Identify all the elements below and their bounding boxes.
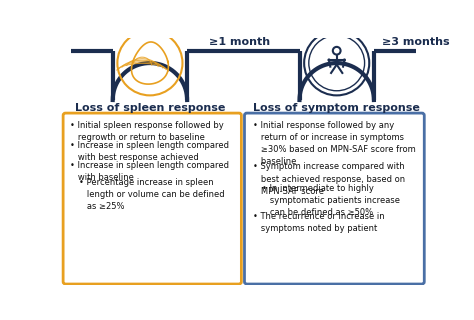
FancyBboxPatch shape xyxy=(63,113,241,284)
Text: • Initial response followed by any
   return of or increase in symptoms
   ≥30% : • Initial response followed by any retur… xyxy=(253,121,416,166)
Text: Loss of spleen response: Loss of spleen response xyxy=(75,103,225,113)
Text: • Percentage increase in spleen
   length or volume can be defined
   as ≥25%: • Percentage increase in spleen length o… xyxy=(80,178,225,211)
Text: Loss of symptom response: Loss of symptom response xyxy=(253,103,420,113)
Text: ≥1 month: ≥1 month xyxy=(209,37,270,47)
Circle shape xyxy=(328,59,330,61)
FancyBboxPatch shape xyxy=(245,113,424,284)
Text: • The recurrence or increase in
   symptoms noted by patient: • The recurrence or increase in symptoms… xyxy=(253,212,384,233)
Circle shape xyxy=(343,59,346,61)
Text: • Initial spleen response followed by
   regrowth or return to baseline: • Initial spleen response followed by re… xyxy=(70,121,224,142)
Text: • Symptom increase compared with
   best achieved response, based on
   MPN-SAF : • Symptom increase compared with best ac… xyxy=(253,162,405,196)
Text: • Increase in spleen length compared
   with best response achieved: • Increase in spleen length compared wit… xyxy=(70,141,229,162)
Text: ≥3 months: ≥3 months xyxy=(382,37,449,47)
Text: • Increase in spleen length compared
   with baseline: • Increase in spleen length compared wit… xyxy=(70,161,229,182)
Text: • In intermediate to highly
   symptomatic patients increase
   can be defined a: • In intermediate to highly symptomatic … xyxy=(262,184,401,217)
